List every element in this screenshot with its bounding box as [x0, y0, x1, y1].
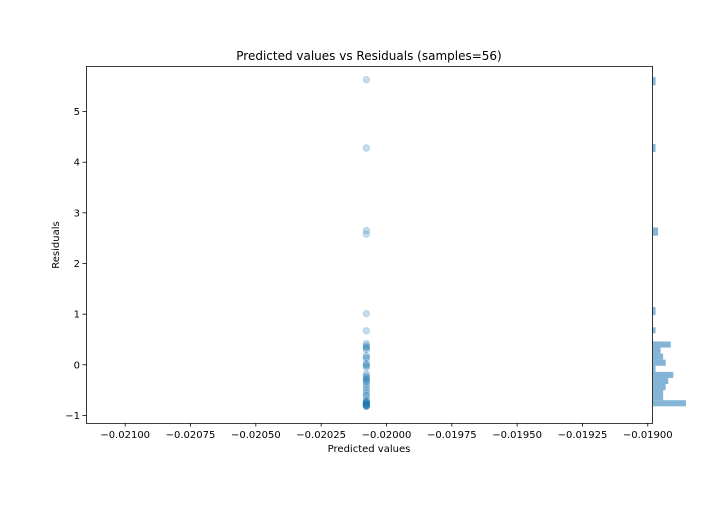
data-point-23 — [362, 377, 370, 385]
histogram-bar-3 — [653, 307, 656, 316]
data-point-22 — [362, 376, 370, 384]
histogram-bar-2 — [653, 227, 659, 236]
histogram-bar-15 — [653, 400, 686, 407]
y-tick-label-6: 5 — [74, 107, 80, 118]
residual-histogram — [653, 77, 686, 407]
data-point-21 — [362, 375, 370, 383]
data-point-13 — [362, 355, 370, 363]
x-tick-label-1: −0.02075 — [166, 430, 216, 441]
data-point-31 — [362, 396, 370, 404]
x-axis-ticks: −0.02100 −0.02075 −0.02050 −0.02025 −0.02000… — [100, 423, 673, 441]
data-point-9 — [362, 344, 370, 352]
y-axis-label: Residuals — [51, 221, 62, 268]
data-point-19 — [362, 372, 370, 380]
data-point-29 — [362, 391, 370, 399]
data-point-25 — [362, 381, 370, 389]
histogram-bar-13 — [653, 390, 664, 397]
data-point-33 — [362, 398, 370, 406]
data-point-4 — [362, 310, 370, 318]
x-axis-label: Predicted values — [328, 444, 411, 455]
data-point-1 — [362, 144, 370, 152]
data-point-15 — [362, 361, 370, 369]
x-tick-label-7: −0.01925 — [558, 430, 608, 441]
data-point-26 — [362, 383, 370, 392]
data-point-17 — [362, 363, 370, 371]
y-tick-label-1: 0 — [74, 360, 80, 371]
data-point-28 — [362, 389, 370, 397]
x-tick-label-0: −0.02100 — [100, 430, 150, 441]
histogram-bar-0 — [653, 77, 656, 86]
data-point-16 — [362, 362, 370, 370]
data-point-32 — [362, 397, 370, 405]
chart-title: Predicted values vs Residuals (samples=5… — [236, 49, 501, 63]
data-point-10 — [362, 345, 370, 354]
x-tick-label-4: −0.02000 — [362, 430, 412, 441]
y-tick-label-0: −1 — [65, 411, 80, 422]
x-tick-label-5: −0.01975 — [427, 430, 477, 441]
data-point-5 — [362, 327, 370, 335]
data-point-7 — [362, 341, 370, 350]
scatter-points — [362, 76, 370, 410]
data-point-0 — [362, 76, 370, 84]
histogram-bar-14 — [653, 396, 664, 401]
y-tick-label-4: 3 — [74, 208, 80, 219]
histogram-bar-7 — [653, 353, 664, 360]
data-point-34 — [362, 399, 370, 407]
histogram-bar-12 — [653, 384, 666, 391]
data-point-11 — [362, 352, 370, 360]
data-point-30 — [362, 392, 370, 400]
data-point-37 — [362, 400, 370, 408]
data-point-12 — [362, 353, 370, 361]
data-point-35 — [362, 399, 370, 407]
histogram-bar-4 — [653, 327, 656, 334]
data-point-42 — [362, 402, 370, 410]
histogram-bar-11 — [653, 377, 669, 385]
histogram-bar-6 — [653, 347, 661, 354]
y-tick-label-5: 4 — [74, 158, 80, 169]
x-tick-label-3: −0.02025 — [296, 430, 346, 441]
x-tick-label-8: −0.01900 — [623, 430, 673, 441]
data-point-40 — [362, 401, 370, 409]
data-point-8 — [362, 343, 370, 351]
data-point-27 — [362, 386, 370, 394]
y-tick-label-3: 2 — [74, 259, 80, 270]
histogram-bar-9 — [653, 365, 656, 372]
data-point-36 — [362, 400, 370, 408]
data-point-39 — [362, 401, 370, 409]
data-point-3 — [362, 230, 370, 238]
data-point-24 — [362, 378, 370, 387]
histogram-bar-8 — [653, 359, 666, 366]
y-tick-label-2: 1 — [74, 310, 80, 321]
y-axis-ticks: −1 0 1 2 3 4 5 — [65, 107, 86, 422]
data-point-38 — [362, 400, 370, 408]
data-point-20 — [362, 373, 370, 382]
data-point-6 — [362, 339, 370, 348]
data-point-18 — [362, 370, 370, 378]
histogram-bar-5 — [653, 341, 671, 348]
histogram-bar-10 — [653, 371, 674, 378]
data-point-14 — [362, 360, 370, 368]
x-tick-label-2: −0.02050 — [231, 430, 281, 441]
histogram-bar-1 — [653, 143, 656, 153]
data-point-41 — [362, 401, 370, 409]
data-point-43 — [362, 402, 370, 410]
data-point-44 — [362, 402, 370, 410]
data-point-2 — [362, 226, 370, 235]
x-tick-label-6: −0.01950 — [492, 430, 542, 441]
